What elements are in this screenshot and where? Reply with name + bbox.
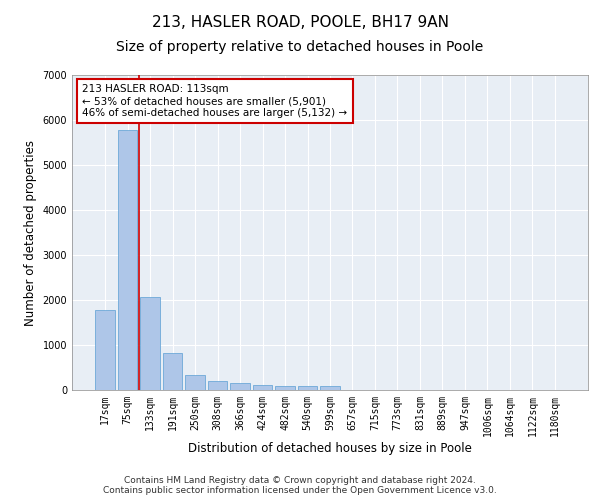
Bar [163, 353, 182, 390]
Bar [298, 386, 317, 390]
Bar [140, 298, 160, 390]
Bar [320, 386, 340, 390]
Text: 213, HASLER ROAD, POOLE, BH17 9AN: 213, HASLER ROAD, POOLE, BH17 9AN [151, 15, 449, 30]
Bar [275, 386, 295, 390]
Bar [185, 374, 205, 390]
Text: Size of property relative to detached houses in Poole: Size of property relative to detached ho… [116, 40, 484, 54]
Bar [95, 310, 115, 390]
X-axis label: Distribution of detached houses by size in Poole: Distribution of detached houses by size … [188, 442, 472, 454]
Text: Contains HM Land Registry data © Crown copyright and database right 2024.
Contai: Contains HM Land Registry data © Crown c… [103, 476, 497, 495]
Bar [253, 385, 272, 390]
Y-axis label: Number of detached properties: Number of detached properties [24, 140, 37, 326]
Bar [208, 381, 227, 390]
Bar [230, 383, 250, 390]
Bar [118, 130, 137, 390]
Text: 213 HASLER ROAD: 113sqm
← 53% of detached houses are smaller (5,901)
46% of semi: 213 HASLER ROAD: 113sqm ← 53% of detache… [82, 84, 347, 117]
